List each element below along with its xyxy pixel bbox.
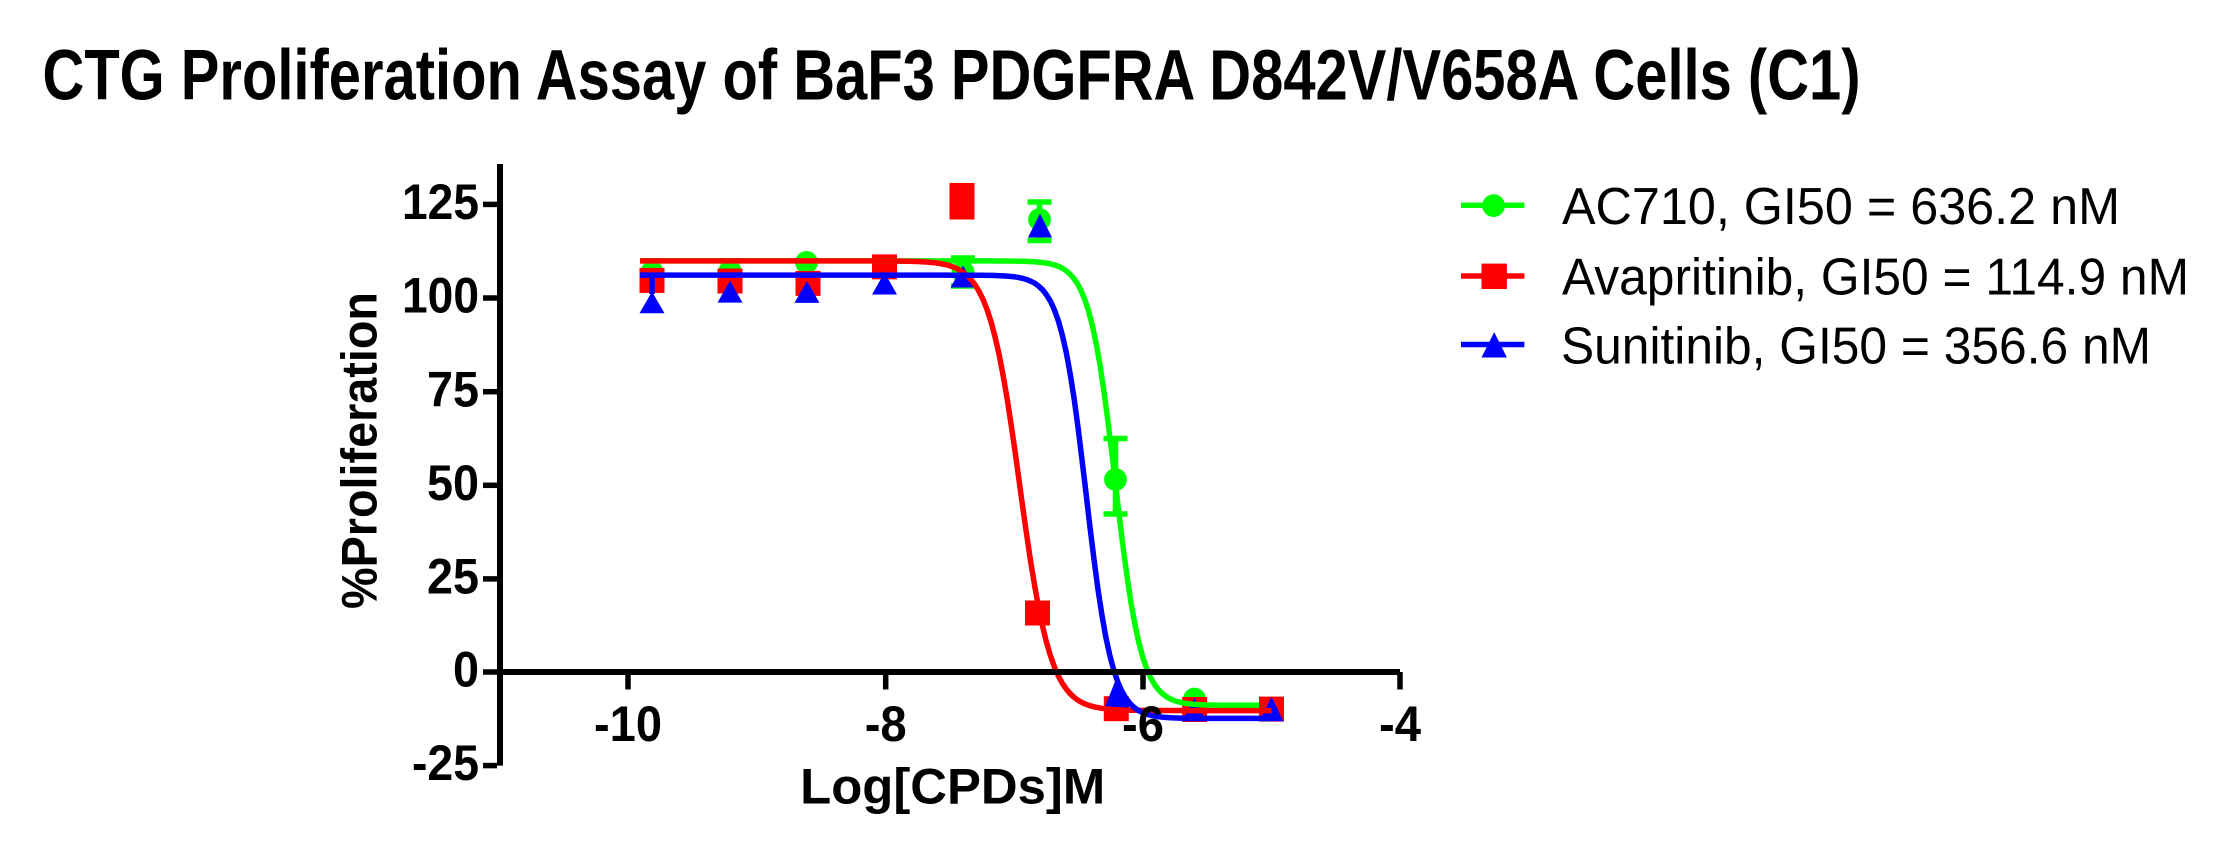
svg-text:0: 0 <box>453 642 479 698</box>
svg-text:%Proliferation: %Proliferation <box>332 292 388 609</box>
svg-text:CTG Proliferation Assay of BaF: CTG Proliferation Assay of BaF3 PDGFRA D… <box>43 37 1861 116</box>
svg-text:-8: -8 <box>865 696 907 752</box>
svg-text:25: 25 <box>427 549 479 605</box>
svg-text:Sunitinib, GI50 = 356.6 nM: Sunitinib, GI50 = 356.6 nM <box>1561 318 2151 376</box>
svg-text:-6: -6 <box>1122 696 1164 752</box>
svg-text:50: 50 <box>427 455 479 511</box>
svg-text:Avapritinib, GI50 = 114.9 nM: Avapritinib, GI50 = 114.9 nM <box>1562 249 2189 307</box>
svg-text:AC710, GI50 = 636.2 nM: AC710, GI50 = 636.2 nM <box>1562 178 2120 236</box>
svg-text:Log[CPDs]M: Log[CPDs]M <box>800 759 1105 815</box>
svg-text:100: 100 <box>402 268 479 324</box>
svg-text:-10: -10 <box>594 696 662 752</box>
svg-text:-4: -4 <box>1379 696 1421 752</box>
svg-text:125: 125 <box>402 174 479 230</box>
svg-text:75: 75 <box>427 361 479 417</box>
svg-text:-25: -25 <box>412 735 479 791</box>
